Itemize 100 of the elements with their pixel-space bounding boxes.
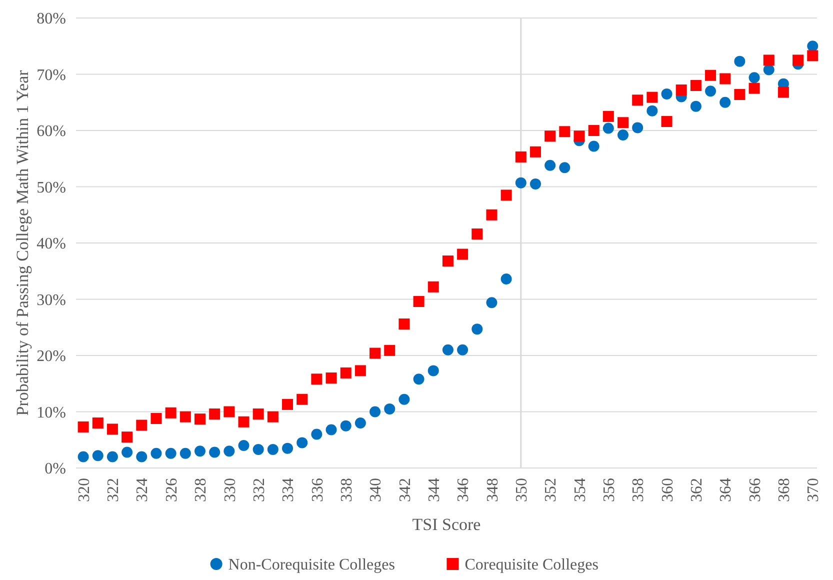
point — [180, 411, 191, 422]
point — [136, 420, 148, 431]
point — [150, 413, 162, 424]
point — [515, 177, 526, 188]
point — [92, 418, 104, 428]
point — [588, 125, 600, 136]
point — [763, 64, 774, 76]
x-tick-label: 370 — [805, 478, 822, 502]
point — [530, 178, 541, 190]
point — [618, 130, 628, 140]
point — [282, 398, 294, 410]
point — [472, 228, 483, 240]
point — [370, 406, 381, 418]
point — [122, 432, 133, 443]
x-tick-label: 338 — [338, 478, 356, 502]
point — [238, 440, 250, 451]
point — [92, 450, 104, 462]
x-tick-label: 332 — [250, 478, 268, 502]
point — [326, 424, 337, 436]
point — [734, 56, 746, 67]
point — [472, 324, 483, 335]
point — [296, 394, 308, 405]
point — [326, 372, 337, 384]
point — [690, 100, 702, 112]
y-tick-label: 10% — [36, 404, 66, 422]
y-tick-label: 80% — [36, 10, 66, 28]
x-tick-label: 334 — [280, 478, 298, 502]
point — [340, 420, 352, 432]
point — [632, 122, 644, 134]
x-tick-label: 322 — [105, 478, 122, 502]
point — [676, 84, 687, 96]
y-tick-label: 30% — [36, 292, 66, 309]
point — [354, 418, 366, 428]
point — [442, 344, 454, 356]
point — [807, 40, 818, 52]
point — [384, 403, 396, 414]
point — [457, 248, 468, 260]
point — [370, 348, 381, 359]
point — [194, 414, 206, 425]
point — [340, 367, 352, 378]
x-tick-label: 364 — [718, 478, 735, 502]
x-axis-title: TSI Score — [412, 515, 481, 534]
point — [778, 86, 789, 98]
point — [544, 160, 556, 171]
point — [618, 117, 628, 128]
point — [238, 416, 250, 428]
point — [282, 442, 294, 454]
point — [646, 92, 658, 103]
point — [252, 408, 264, 420]
point — [486, 209, 498, 220]
point — [78, 421, 89, 432]
x-tick-label: 350 — [513, 478, 530, 502]
point — [311, 428, 322, 440]
point — [720, 96, 731, 108]
point — [559, 162, 570, 174]
x-tick-label: 324 — [134, 478, 152, 502]
point — [122, 446, 133, 458]
point — [705, 86, 716, 97]
point — [296, 437, 308, 448]
point — [165, 407, 176, 418]
point — [106, 451, 118, 462]
x-tick-label: 348 — [484, 478, 502, 502]
point — [252, 444, 264, 455]
point — [457, 344, 468, 356]
point — [792, 54, 804, 66]
point — [428, 365, 439, 376]
point — [559, 126, 570, 138]
point — [428, 281, 439, 292]
x-tick-label: 366 — [746, 478, 764, 502]
x-tick-label: 360 — [659, 478, 676, 502]
point — [705, 70, 716, 81]
point — [515, 151, 526, 162]
point — [574, 130, 585, 142]
point — [602, 110, 614, 122]
x-tick-label: 342 — [396, 478, 414, 502]
point — [690, 80, 702, 91]
point — [413, 374, 424, 385]
point — [442, 256, 454, 266]
x-tick-label: 356 — [601, 478, 618, 502]
point — [748, 82, 760, 94]
point — [588, 140, 600, 152]
y-tick-label: 50% — [36, 179, 66, 196]
point — [136, 451, 148, 462]
point — [78, 451, 89, 462]
point — [544, 130, 556, 142]
y-tick-label: 60% — [36, 123, 66, 140]
x-tick-label: 328 — [192, 478, 210, 502]
point — [500, 190, 512, 201]
x-tick-label: 368 — [776, 478, 794, 502]
x-tick-label: 354 — [572, 478, 589, 502]
point — [413, 296, 424, 307]
point — [384, 344, 396, 356]
x-tick-label: 352 — [542, 478, 560, 502]
point — [748, 72, 760, 84]
point — [267, 444, 278, 455]
point — [398, 318, 410, 330]
point — [209, 446, 220, 458]
point — [180, 448, 191, 459]
point — [734, 89, 746, 100]
y-axis-title: Probability of Passing College Math Within 1 Year — [12, 70, 32, 416]
